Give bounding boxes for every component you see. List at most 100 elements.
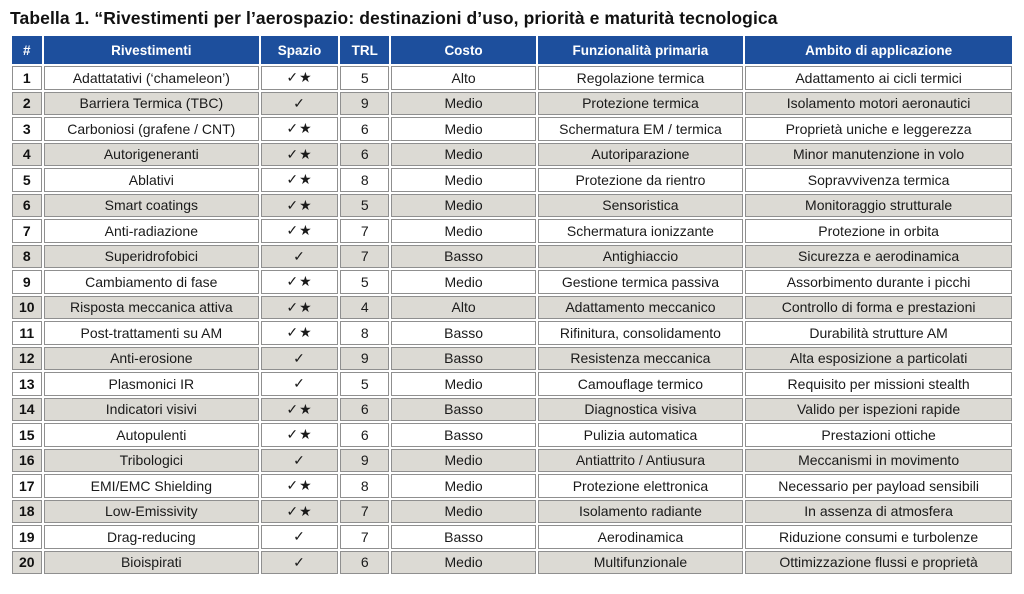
row-number-cell: 1 xyxy=(12,66,42,90)
table-row: 3 Carboniosi (grafene / CNT) ✓★ 6 Medio … xyxy=(12,117,1012,141)
funzionalita-cell: Antighiaccio xyxy=(537,244,744,268)
rivestimenti-cell: EMI/EMC Shielding xyxy=(43,474,259,498)
table-row: 4 Autorigeneranti ✓★ 6 Medio Autoriparaz… xyxy=(12,142,1012,166)
ambito-cell: Controllo di forma e prestazioni xyxy=(745,295,1012,319)
spazio-mark-cell: ✓★ xyxy=(261,499,339,523)
funzionalita-cell: Autoriparazione xyxy=(537,142,744,166)
row-number-cell: 17 xyxy=(12,474,42,498)
ambito-cell: Adattamento ai cicli termici xyxy=(745,66,1012,90)
funzionalita-cell: Schermatura EM / termica xyxy=(537,117,744,141)
row-number-cell: 10 xyxy=(12,295,42,319)
trl-cell: 5 xyxy=(340,193,390,217)
ambito-cell: Assorbimento durante i picchi xyxy=(745,270,1012,294)
ambito-cell: Alta esposizione a particolati xyxy=(745,346,1012,370)
table-row: 20 Bioispirati ✓ 6 Medio Multifunzionale… xyxy=(12,550,1012,574)
table-row: 10 Risposta meccanica attiva ✓★ 4 Alto A… xyxy=(12,295,1012,319)
spazio-mark-cell: ✓ xyxy=(261,525,339,549)
trl-cell: 6 xyxy=(340,423,390,447)
rivestimenti-cell: Barriera Termica (TBC) xyxy=(43,91,259,115)
rivestimenti-cell: Drag-reducing xyxy=(43,525,259,549)
table-row: 7 Anti-radiazione ✓★ 7 Medio Schermatura… xyxy=(12,219,1012,243)
costo-cell: Basso xyxy=(391,244,536,268)
rivestimenti-cell: Autopulenti xyxy=(43,423,259,447)
trl-cell: 7 xyxy=(340,244,390,268)
rivestimenti-cell: Carboniosi (grafene / CNT) xyxy=(43,117,259,141)
row-number-cell: 4 xyxy=(12,142,42,166)
spazio-mark-cell: ✓★ xyxy=(261,270,339,294)
costo-cell: Basso xyxy=(391,397,536,421)
row-number-cell: 11 xyxy=(12,321,42,345)
costo-cell: Alto xyxy=(391,295,536,319)
trl-cell: 5 xyxy=(340,66,390,90)
table-title: Tabella 1. “Rivestimenti per l’aerospazi… xyxy=(10,8,778,28)
spazio-mark-cell: ✓★ xyxy=(261,66,339,90)
ambito-cell: Ottimizzazione flussi e proprietà xyxy=(745,550,1012,574)
spazio-mark-cell: ✓★ xyxy=(261,193,339,217)
spazio-mark-cell: ✓ xyxy=(261,372,339,396)
ambito-cell: Sicurezza e aerodinamica xyxy=(745,244,1012,268)
spazio-mark-cell: ✓ xyxy=(261,91,339,115)
row-number-cell: 8 xyxy=(12,244,42,268)
trl-cell: 6 xyxy=(340,397,390,421)
table-row: 17 EMI/EMC Shielding ✓★ 8 Medio Protezio… xyxy=(12,474,1012,498)
rivestimenti-cell: Anti-erosione xyxy=(43,346,259,370)
ambito-cell: Isolamento motori aeronautici xyxy=(745,91,1012,115)
trl-cell: 8 xyxy=(340,321,390,345)
row-number-cell: 20 xyxy=(12,550,42,574)
table-row: 16 Tribologici ✓ 9 Medio Antiattrito / A… xyxy=(12,448,1012,472)
row-number-cell: 14 xyxy=(12,397,42,421)
table-header: # Rivestimenti Spazio TRL Costo Funziona… xyxy=(12,36,1012,64)
rivestimenti-cell: Post-trattamenti su AM xyxy=(43,321,259,345)
table-row: 1 Adattatativi (‘chameleon’) ✓★ 5 Alto R… xyxy=(12,66,1012,90)
spazio-mark-cell: ✓★ xyxy=(261,474,339,498)
costo-cell: Medio xyxy=(391,193,536,217)
table-row: 8 Superidrofobici ✓ 7 Basso Antighiaccio… xyxy=(12,244,1012,268)
trl-cell: 9 xyxy=(340,346,390,370)
funzionalita-cell: Protezione da rientro xyxy=(537,168,744,192)
table-row: 19 Drag-reducing ✓ 7 Basso Aerodinamica … xyxy=(12,525,1012,549)
row-number-cell: 13 xyxy=(12,372,42,396)
costo-cell: Medio xyxy=(391,117,536,141)
row-number-cell: 3 xyxy=(12,117,42,141)
table-row: 2 Barriera Termica (TBC) ✓ 9 Medio Prote… xyxy=(12,91,1012,115)
table-row: 18 Low-Emissivity ✓★ 7 Medio Isolamento … xyxy=(12,499,1012,523)
table-row: 13 Plasmonici IR ✓ 5 Medio Camouflage te… xyxy=(12,372,1012,396)
table-row: 12 Anti-erosione ✓ 9 Basso Resistenza me… xyxy=(12,346,1012,370)
rivestimenti-cell: Smart coatings xyxy=(43,193,259,217)
rivestimenti-cell: Indicatori visivi xyxy=(43,397,259,421)
spazio-mark-cell: ✓ xyxy=(261,448,339,472)
rivestimenti-table: # Rivestimenti Spazio TRL Costo Funziona… xyxy=(10,34,1014,576)
header-row: # Rivestimenti Spazio TRL Costo Funziona… xyxy=(12,36,1012,64)
row-number-cell: 2 xyxy=(12,91,42,115)
trl-cell: 9 xyxy=(340,91,390,115)
row-number-cell: 6 xyxy=(12,193,42,217)
row-number-cell: 19 xyxy=(12,525,42,549)
rivestimenti-cell: Risposta meccanica attiva xyxy=(43,295,259,319)
rivestimenti-cell: Ablativi xyxy=(43,168,259,192)
row-number-cell: 7 xyxy=(12,219,42,243)
ambito-cell: Riduzione consumi e turbolenze xyxy=(745,525,1012,549)
costo-cell: Medio xyxy=(391,219,536,243)
rivestimenti-cell: Autorigeneranti xyxy=(43,142,259,166)
ambito-cell: Durabilità strutture AM xyxy=(745,321,1012,345)
funzionalita-cell: Camouflage termico xyxy=(537,372,744,396)
table-row: 9 Cambiamento di fase ✓★ 5 Medio Gestion… xyxy=(12,270,1012,294)
spazio-mark-cell: ✓★ xyxy=(261,295,339,319)
trl-cell: 9 xyxy=(340,448,390,472)
rivestimenti-cell: Bioispirati xyxy=(43,550,259,574)
costo-cell: Alto xyxy=(391,66,536,90)
ambito-cell: Monitoraggio strutturale xyxy=(745,193,1012,217)
costo-cell: Medio xyxy=(391,168,536,192)
costo-cell: Medio xyxy=(391,499,536,523)
funzionalita-cell: Antiattrito / Antiusura xyxy=(537,448,744,472)
ambito-cell: Sopravvivenza termica xyxy=(745,168,1012,192)
col-header-spazio: Spazio xyxy=(261,36,339,64)
spazio-mark-cell: ✓★ xyxy=(261,117,339,141)
funzionalita-cell: Protezione termica xyxy=(537,91,744,115)
row-number-cell: 16 xyxy=(12,448,42,472)
costo-cell: Basso xyxy=(391,525,536,549)
funzionalita-cell: Aerodinamica xyxy=(537,525,744,549)
costo-cell: Medio xyxy=(391,474,536,498)
funzionalita-cell: Rifinitura, consolidamento xyxy=(537,321,744,345)
